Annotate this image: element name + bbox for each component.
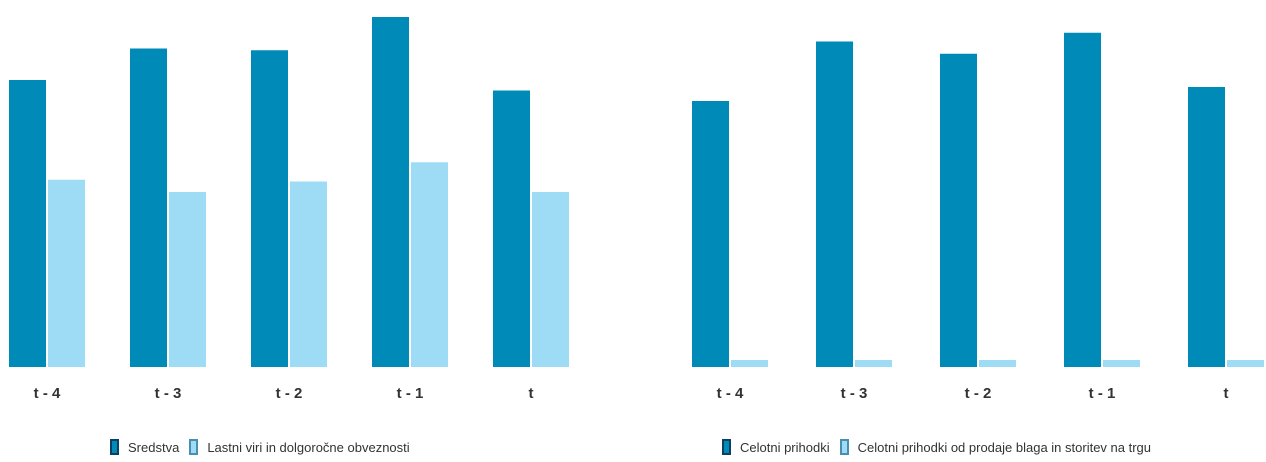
legend-item-series1: Celotni prihodki: [722, 439, 830, 455]
x-tick-label: t - 1: [1089, 385, 1116, 402]
chart-left-plot: t - 4 t - 3 t - 2 t - 1 t: [9, 17, 569, 402]
bar-series2-4: [532, 192, 569, 367]
bar-series2-0: [48, 179, 85, 367]
bar-series2-0: [731, 360, 768, 367]
bar-series2-1: [169, 192, 206, 367]
legend-item-series2: Celotni prihodki od prodaje blaga in sto…: [839, 439, 1152, 455]
x-tick-label: t - 1: [397, 385, 424, 402]
chart-right: t - 4 t - 3 t - 2 t - 1 t: [633, 0, 1266, 462]
x-tick-label: t - 2: [965, 385, 992, 402]
bar-series1-2: [940, 53, 977, 367]
bar-series1-3: [372, 17, 409, 367]
bar-series2-2: [979, 360, 1016, 367]
legend-swatch-series1: [722, 439, 731, 455]
bar-series1-4: [493, 90, 530, 367]
bar-series1-1: [816, 41, 853, 367]
legend-label-series2: Celotni prihodki od prodaje blaga in sto…: [857, 439, 1152, 455]
legend-label-series2: Lastni viri in dolgoročne obveznosti: [207, 439, 410, 455]
bar-series2-3: [411, 162, 448, 367]
x-tick-label: t - 2: [276, 385, 303, 402]
x-tick-label: t - 3: [155, 385, 182, 402]
legend-swatch-series1: [110, 439, 119, 455]
chart-right-plot: t - 4 t - 3 t - 2 t - 1 t: [692, 32, 1264, 402]
x-tick-label: t - 4: [34, 385, 61, 402]
bar-series1-2: [251, 50, 288, 367]
bar-series1-3: [1064, 32, 1101, 367]
bar-series1-1: [130, 48, 167, 367]
legend-right: Celotni prihodki Celotni prihodki od pro…: [722, 436, 1161, 458]
x-tick-label: t - 3: [841, 385, 868, 402]
bar-series1-0: [692, 101, 729, 367]
bar-series2-2: [290, 181, 327, 367]
chart-left: t - 4 t - 3 t - 2 t - 1 t: [9, 17, 569, 402]
legend-swatch-series2: [839, 439, 849, 455]
bar-series1-4: [1188, 87, 1225, 367]
x-tick-label: t: [1224, 385, 1229, 402]
x-tick-label: t: [529, 385, 534, 402]
legend-item-series1: Sredstva: [110, 439, 179, 455]
bar-series2-1: [855, 360, 892, 367]
legend-left: Sredstva Lastni viri in dolgoročne obvez…: [110, 436, 420, 458]
x-tick-label: t - 4: [717, 385, 744, 402]
bar-series2-3: [1103, 360, 1140, 367]
legend-item-series2: Lastni viri in dolgoročne obveznosti: [189, 439, 410, 455]
legend-swatch-series2: [189, 439, 199, 455]
legend-label-series1: Celotni prihodki: [740, 439, 830, 455]
legend-label-series1: Sredstva: [128, 439, 180, 455]
bar-series1-0: [9, 80, 46, 367]
bar-series2-4: [1227, 360, 1264, 367]
